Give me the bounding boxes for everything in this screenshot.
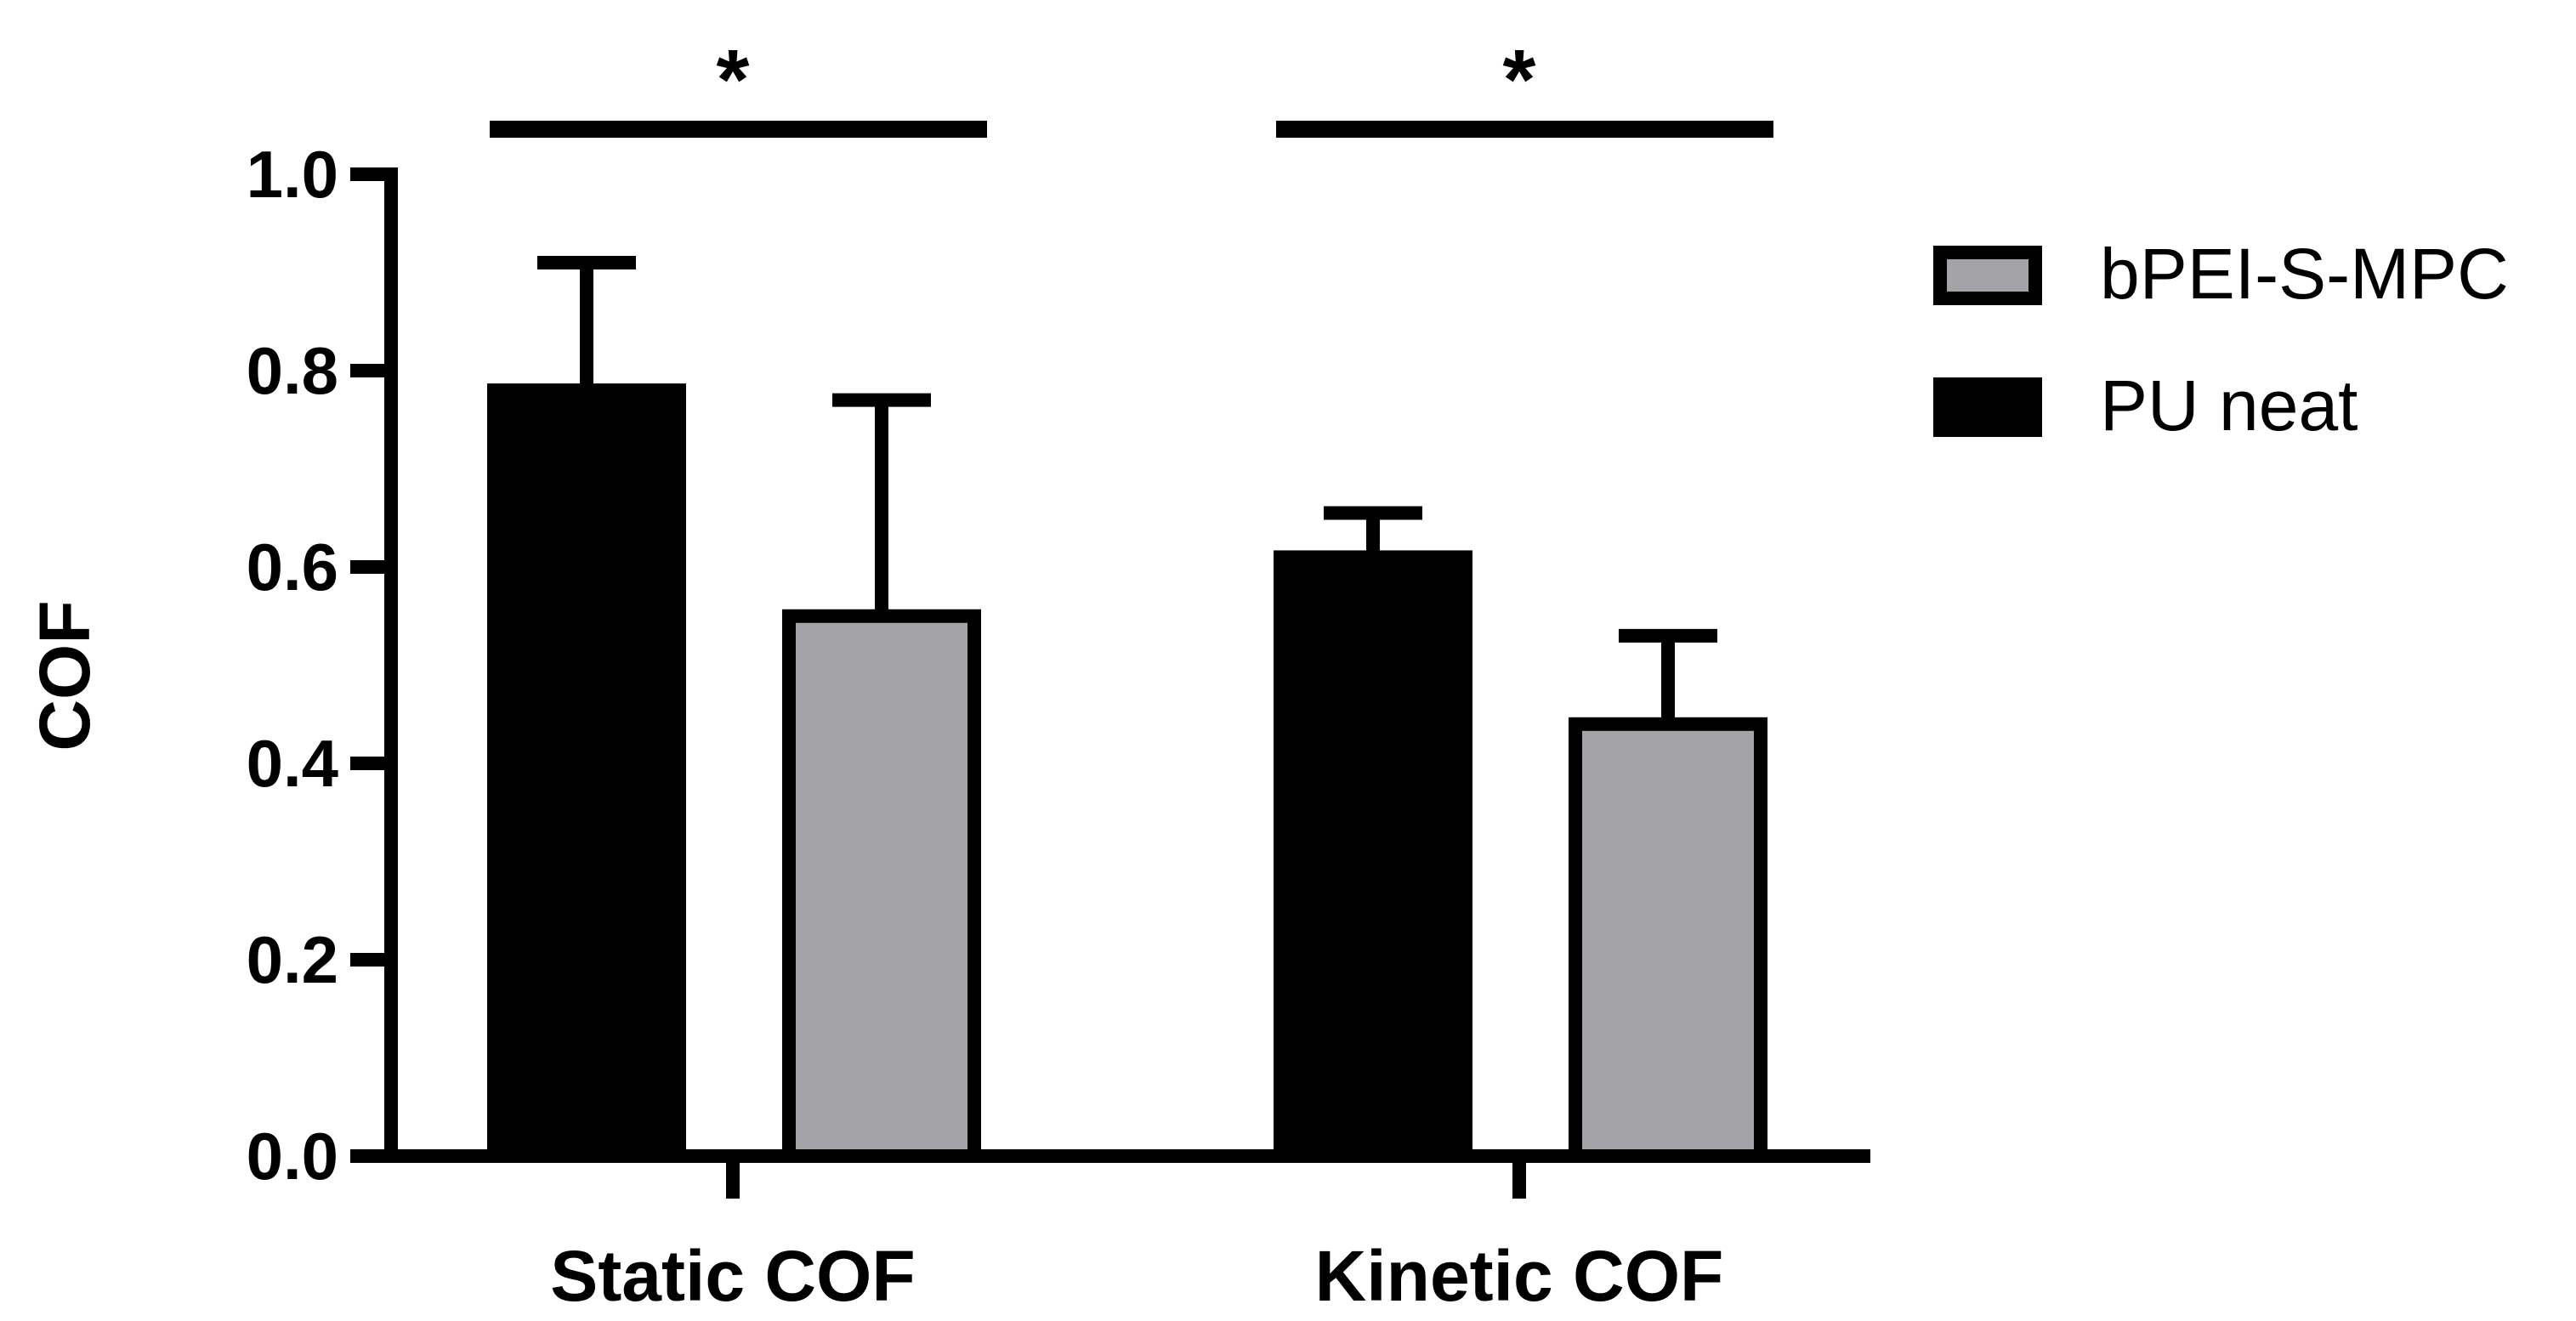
significance-star: * xyxy=(717,32,750,128)
x-tick-label: Kinetic COF xyxy=(1315,1236,1724,1316)
y-tick-label: 0.0 xyxy=(247,1119,338,1193)
y-tick-label: 0.2 xyxy=(247,922,338,997)
significance-star: * xyxy=(1503,32,1536,128)
bar-pu-neat xyxy=(487,383,686,1164)
bar-bpei-s-mpc xyxy=(1569,717,1767,1163)
significance-markers: * * xyxy=(490,32,1773,138)
legend-swatch xyxy=(1933,377,2042,437)
y-tick-label: 0.8 xyxy=(247,333,338,408)
y-tick-label: 0.6 xyxy=(247,530,338,604)
legend: bPEI-S-MPC PU neat xyxy=(1933,234,2509,445)
y-axis-title: COF xyxy=(25,600,105,751)
bar-bpei-s-mpc xyxy=(782,609,981,1163)
y-tick-label: 0.4 xyxy=(247,726,338,801)
legend-label: PU neat xyxy=(2100,366,2358,445)
bars xyxy=(487,383,1767,1164)
legend-swatch xyxy=(1933,246,2042,305)
x-tick-label: Static COF xyxy=(550,1236,915,1316)
error-bars xyxy=(537,255,1717,724)
y-tick-label: 1.0 xyxy=(247,137,338,212)
bar-pu-neat xyxy=(1274,550,1472,1163)
legend-label: bPEI-S-MPC xyxy=(2100,234,2509,314)
